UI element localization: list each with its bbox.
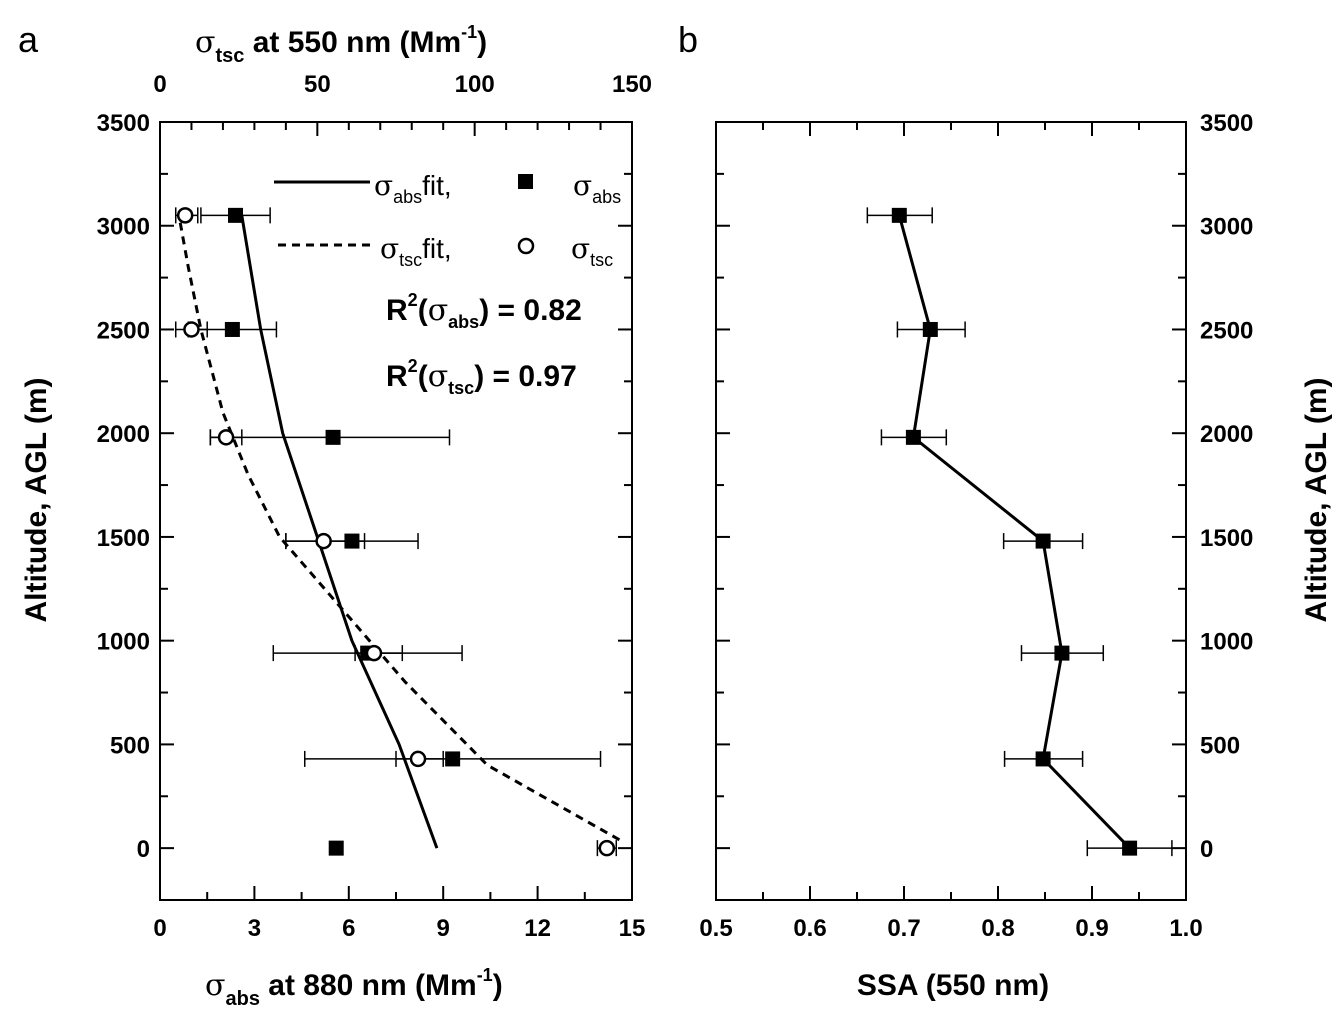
bottom-axis-title: σabs at 880 nm (Mm-1) bbox=[205, 965, 503, 1010]
panel-a-letter: a bbox=[18, 19, 39, 60]
r2-abs-annotation: R2(σabs) = 0.82 bbox=[386, 290, 582, 332]
y-tick-label: 3000 bbox=[1200, 214, 1253, 241]
y-tick-label: 1000 bbox=[1200, 629, 1253, 656]
tsc-data-point bbox=[176, 207, 194, 224]
top-axis-title: σtsc at 550 nm (Mm-1) bbox=[195, 22, 487, 67]
y-tick-label: 3000 bbox=[97, 214, 150, 241]
panel-a-ylabel: Altitude, AGL (m) bbox=[20, 378, 53, 623]
ssa-data-point bbox=[922, 321, 938, 337]
tsc-data-point bbox=[409, 750, 427, 768]
y-tick-label: 1500 bbox=[97, 525, 150, 552]
legend-tsc-label: σtsc bbox=[571, 232, 613, 270]
ssa-line bbox=[897, 215, 1131, 850]
ssa-data-point bbox=[1035, 533, 1051, 549]
ssa-data-point bbox=[1054, 645, 1070, 661]
panel-b-xlabel: SSA (550 nm) bbox=[857, 969, 1049, 1002]
x2-tick-label: 0 bbox=[153, 71, 166, 98]
plot-frame bbox=[715, 121, 1187, 901]
tsc-data-point bbox=[217, 429, 235, 446]
ssa-data-point bbox=[1035, 751, 1051, 767]
x-tick-label: 15 bbox=[619, 915, 646, 942]
y-tick-label: 500 bbox=[110, 732, 150, 759]
y-tick-label: 2000 bbox=[1200, 421, 1253, 448]
y-tick-label: 0 bbox=[137, 836, 150, 863]
panel-b-ylabel: Altitude, AGL (m) bbox=[1300, 378, 1333, 623]
x-tick-label: 0.6 bbox=[793, 915, 826, 942]
x-tick-label: 6 bbox=[342, 915, 355, 942]
x2-tick-label: 150 bbox=[612, 71, 652, 98]
abs-data-point bbox=[328, 840, 344, 856]
legend: σabsfit, σabs σtscfit, σtsc bbox=[274, 169, 621, 270]
y-tick-label: 1000 bbox=[97, 629, 150, 656]
y-tick-label: 2000 bbox=[97, 421, 150, 448]
legend-abs-marker bbox=[518, 174, 533, 189]
y-tick-label: 2500 bbox=[1200, 317, 1253, 344]
abs-data-point bbox=[228, 207, 244, 223]
y-tick-label: 3500 bbox=[97, 110, 150, 137]
tsc-data-point bbox=[365, 644, 383, 662]
legend-tsc-marker bbox=[517, 237, 535, 255]
abs-data-point bbox=[325, 429, 341, 445]
x-tick-label: 1.0 bbox=[1169, 915, 1202, 942]
r2-tsc-annotation: R2(σtsc) = 0.97 bbox=[386, 356, 577, 398]
tsc-data-point bbox=[315, 532, 332, 550]
panel-b-plot: 0 500 1000 1500 2000 2500 3000 3500 0.5 0.6 0.7 0.8… bbox=[699, 110, 1253, 942]
ssa-data-point bbox=[905, 429, 921, 445]
legend-abs-fit-label: σabsfit, bbox=[374, 169, 452, 207]
tsc-data-point bbox=[598, 839, 616, 857]
abs-data-point bbox=[224, 321, 240, 337]
x-tick-label: 0 bbox=[153, 915, 166, 942]
x-tick-label: 0.8 bbox=[981, 915, 1014, 942]
y-tick-label: 500 bbox=[1200, 732, 1240, 759]
y-tick-label: 2500 bbox=[97, 317, 150, 344]
ssa-data-point bbox=[1122, 840, 1138, 856]
y-tick-label: 3500 bbox=[1200, 110, 1253, 137]
x-tick-label: 9 bbox=[437, 915, 450, 942]
tsc-data-point bbox=[183, 321, 200, 338]
legend-abs-label: σabs bbox=[573, 169, 621, 207]
legend-tsc-fit-label: σtscfit, bbox=[380, 232, 452, 270]
y-tick-label: 1500 bbox=[1200, 525, 1253, 552]
tsc-fit-line bbox=[177, 215, 621, 842]
x-tick-label: 12 bbox=[524, 915, 551, 942]
ssa-data-point bbox=[891, 207, 907, 223]
x-tick-label: 3 bbox=[248, 915, 261, 942]
y-tick-label: 0 bbox=[1200, 836, 1213, 863]
abs-data-point bbox=[445, 751, 461, 767]
x-tick-label: 0.7 bbox=[887, 915, 920, 942]
x-tick-label: 0.9 bbox=[1075, 915, 1108, 942]
x2-tick-label: 50 bbox=[304, 71, 331, 98]
x-tick-label: 0.5 bbox=[699, 915, 732, 942]
x2-tick-label: 100 bbox=[455, 71, 495, 98]
panel-b-letter: b bbox=[678, 19, 698, 60]
